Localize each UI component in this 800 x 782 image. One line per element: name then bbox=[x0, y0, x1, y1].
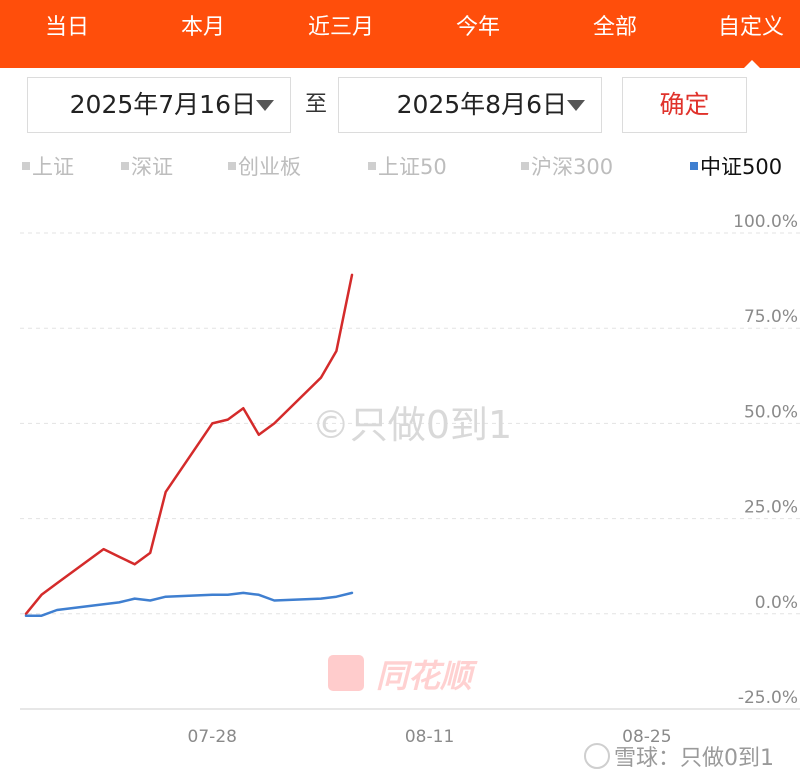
legend-swatch bbox=[228, 162, 236, 170]
legend-label: 沪深300 bbox=[531, 155, 614, 179]
watermark-corner: 雪球：只做0到1 bbox=[614, 746, 774, 771]
legend-swatch bbox=[22, 162, 30, 170]
legend-item-shanghai[interactable]: 上证 bbox=[22, 152, 74, 182]
legend-label: 上证 bbox=[32, 155, 74, 179]
legend-item-csi300[interactable]: 沪深300 bbox=[521, 152, 613, 182]
tab-today[interactable]: 当日 bbox=[44, 15, 89, 40]
grid-lines bbox=[20, 232, 800, 710]
xueqiu-logo-icon bbox=[584, 743, 610, 769]
y-axis-labels: 100.0% 75.0% 50.0% 25.0% 0.0% -25.0% bbox=[733, 212, 798, 708]
legend-swatch bbox=[521, 162, 529, 170]
y-tick-label: -25.0% bbox=[738, 688, 798, 708]
x-axis-labels: 07-28 08-11 08-25 bbox=[188, 727, 672, 747]
tab-last-three-months[interactable]: 近三月 bbox=[307, 15, 374, 40]
confirm-button[interactable]: 确定 bbox=[622, 77, 747, 133]
csi500-return-line bbox=[24, 591, 354, 617]
active-tab-indicator bbox=[743, 60, 761, 69]
flame-logo-icon bbox=[328, 655, 364, 691]
legend-swatch bbox=[690, 162, 698, 170]
y-tick-label: 75.0% bbox=[744, 307, 798, 327]
legend-swatch bbox=[368, 162, 376, 170]
corner-watermark: 雪球：只做0到1 bbox=[584, 743, 774, 771]
watermark-brand: 同花顺 bbox=[376, 657, 478, 695]
portfolio-return-line bbox=[24, 273, 354, 616]
legend-label: 创业板 bbox=[238, 155, 301, 179]
legend-label: 中证500 bbox=[700, 155, 783, 179]
period-tab-bar: 当日 本月 近三月 今年 全部 自定义 bbox=[0, 0, 800, 69]
brand-watermark: 同花顺 bbox=[328, 655, 478, 695]
chevron-down-icon bbox=[567, 100, 585, 111]
tab-custom[interactable]: 自定义 bbox=[717, 15, 784, 40]
end-date-value: 2025年8月6日 bbox=[396, 90, 567, 119]
return-line-chart: 100.0% 75.0% 50.0% 25.0% 0.0% -25.0% 07-28 08-… bbox=[20, 212, 800, 771]
tab-this-year[interactable]: 今年 bbox=[455, 15, 500, 40]
y-tick-label: 25.0% bbox=[744, 498, 798, 518]
legend-item-csi500[interactable]: 中证500 bbox=[690, 152, 782, 182]
x-tick-label: 07-28 bbox=[188, 727, 237, 747]
x-tick-label: 08-25 bbox=[622, 727, 671, 747]
tab-this-month[interactable]: 本月 bbox=[180, 15, 225, 40]
legend-item-chinext[interactable]: 创业板 bbox=[228, 152, 301, 182]
range-separator: 至 bbox=[305, 92, 328, 117]
legend-label: 上证50 bbox=[378, 155, 447, 179]
legend-item-shenzhen[interactable]: 深证 bbox=[121, 152, 173, 182]
chevron-down-icon bbox=[256, 100, 274, 111]
x-tick-label: 08-11 bbox=[405, 727, 454, 747]
start-date-select[interactable]: 2025年7月16日 bbox=[27, 77, 291, 133]
legend-swatch bbox=[121, 162, 129, 170]
legend-item-sse50[interactable]: 上证50 bbox=[368, 152, 447, 182]
y-tick-label: 100.0% bbox=[733, 212, 798, 232]
tab-all[interactable]: 全部 bbox=[592, 15, 637, 40]
watermark-author: ©只做0到1 bbox=[312, 403, 512, 447]
start-date-value: 2025年7月16日 bbox=[69, 90, 256, 119]
series-lines bbox=[24, 273, 354, 617]
legend-label: 深证 bbox=[131, 155, 173, 179]
end-date-select[interactable]: 2025年8月6日 bbox=[338, 77, 602, 133]
y-tick-label: 50.0% bbox=[744, 402, 798, 422]
y-tick-label: 0.0% bbox=[755, 593, 798, 613]
